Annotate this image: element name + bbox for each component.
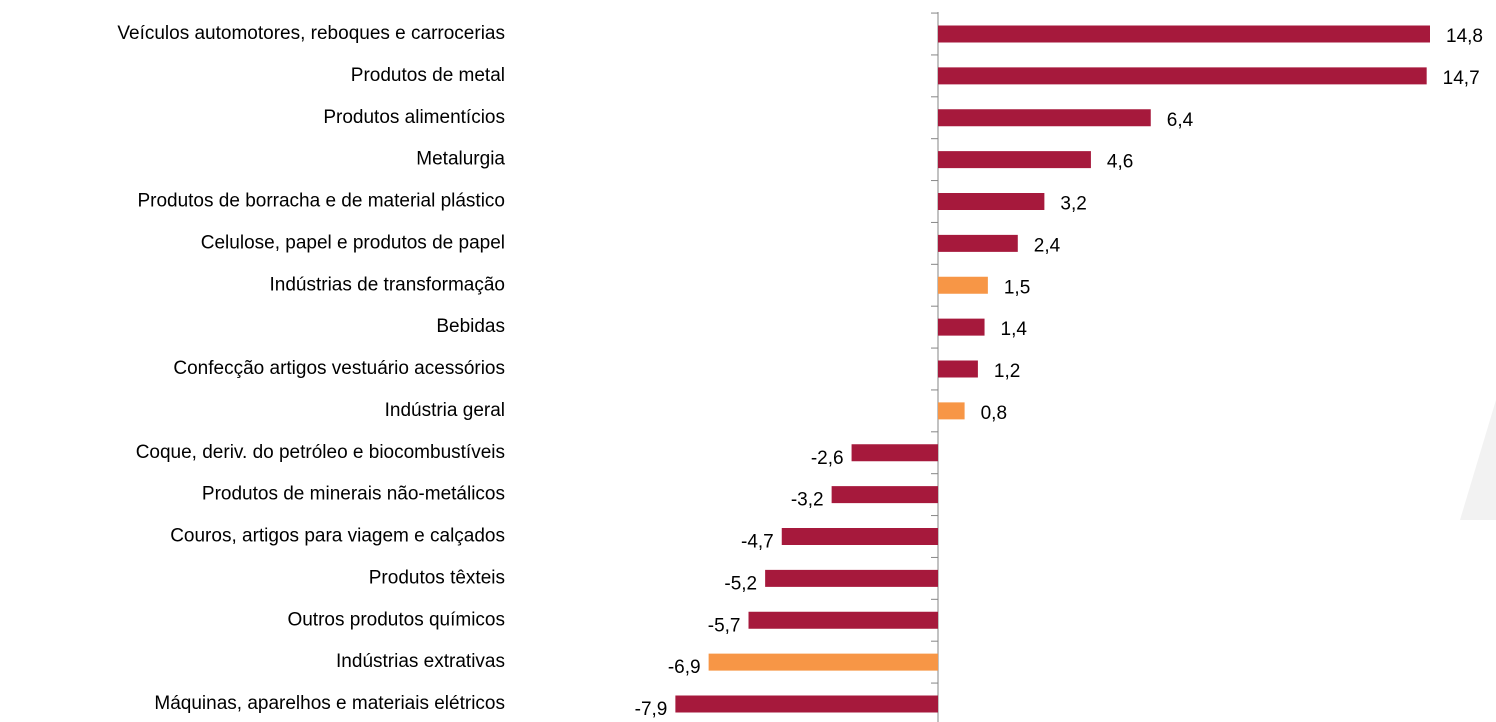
- bar: [765, 569, 938, 587]
- bar: [675, 695, 938, 713]
- value-label: 1,4: [1001, 319, 1028, 340]
- value-label: -5,2: [724, 573, 757, 594]
- category-label: Produtos de minerais não-metálicos: [202, 484, 505, 505]
- category-label: Confecção artigos vestuário acessórios: [173, 358, 505, 379]
- value-label: 1,5: [1004, 277, 1030, 298]
- category-label: Outros produtos químicos: [287, 609, 505, 630]
- value-label: -5,7: [708, 615, 741, 636]
- value-label: 14,8: [1446, 26, 1483, 47]
- value-label: 0,8: [981, 403, 1007, 424]
- value-label: -4,7: [741, 532, 774, 553]
- value-label: -2,6: [811, 448, 844, 469]
- value-label: 1,2: [994, 361, 1020, 382]
- value-label: 3,2: [1060, 194, 1086, 215]
- bar: [748, 611, 938, 629]
- bar: [781, 528, 938, 545]
- watermark: [1460, 400, 1496, 520]
- category-label: Produtos de metal: [351, 65, 505, 86]
- category-label: Produtos alimentícios: [323, 107, 505, 128]
- category-label: Couros, artigos para viagem e calçados: [170, 526, 505, 547]
- category-label: Indústria geral: [385, 400, 505, 421]
- bar: [938, 193, 1045, 210]
- value-label: -6,9: [668, 657, 701, 678]
- bar: [938, 151, 1091, 169]
- value-label: 2,4: [1034, 235, 1061, 256]
- category-label: Produtos têxteis: [369, 567, 505, 588]
- category-label: Coque, deriv. do petróleo e biocombustív…: [136, 442, 505, 463]
- bar: [938, 402, 965, 420]
- category-label: Bebidas: [436, 316, 505, 337]
- value-label: -3,2: [791, 490, 824, 511]
- category-label: Metalurgia: [416, 149, 505, 170]
- category-label: Celulose, papel e produtos de papel: [201, 232, 505, 253]
- category-label: Produtos de borracha e de material plást…: [137, 191, 505, 212]
- category-label: Máquinas, aparelhos e materiais elétrico…: [154, 693, 505, 714]
- bar: [938, 234, 1018, 252]
- category-label: Indústrias de transformação: [269, 274, 505, 295]
- bar: [831, 486, 938, 504]
- value-label: 4,6: [1107, 152, 1133, 173]
- bar: [938, 276, 988, 294]
- value-label: -7,9: [635, 699, 668, 720]
- bar: [938, 25, 1430, 43]
- bar: [938, 109, 1151, 127]
- bar: [938, 318, 985, 336]
- bar: [851, 444, 938, 462]
- bar: [708, 653, 938, 671]
- category-label: Veículos automotores, reboques e carroce…: [117, 23, 505, 44]
- bar: [938, 360, 978, 378]
- category-label: Indústrias extrativas: [336, 651, 505, 672]
- value-label: 14,7: [1443, 68, 1480, 89]
- value-label: 6,4: [1167, 110, 1194, 131]
- bar: [938, 67, 1427, 85]
